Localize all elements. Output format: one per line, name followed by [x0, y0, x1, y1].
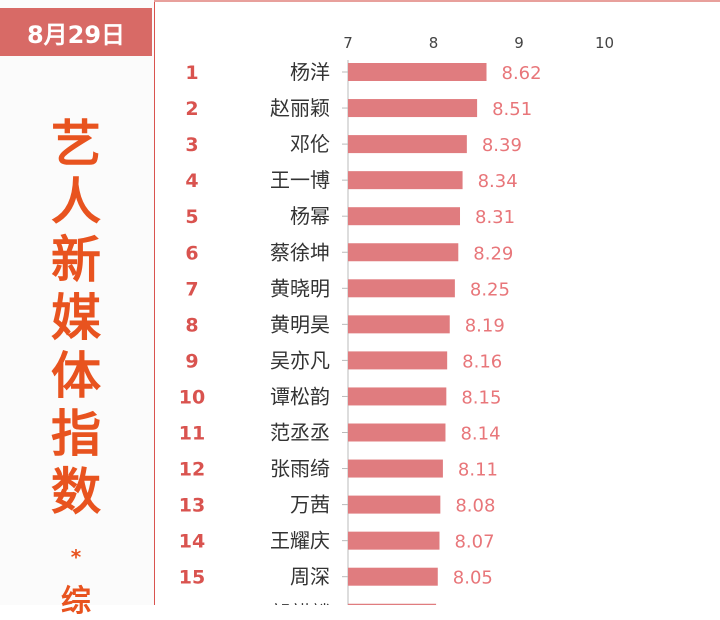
vertical-title: 艺 人 新 媒 体 指 数 [40, 115, 112, 521]
bar [348, 243, 459, 262]
title-char: 体 [51, 347, 101, 405]
rank-label: 13 [179, 495, 205, 517]
bar [348, 171, 463, 190]
bar [348, 567, 438, 586]
rank-label: 9 [185, 350, 198, 372]
left-panel: 8月29日 艺 人 新 媒 体 指 数 * 综 [0, 0, 155, 619]
bar [348, 279, 455, 298]
bar [348, 351, 448, 370]
category-label: 万茜 [290, 493, 330, 517]
x-tick-label: 8 [429, 34, 439, 52]
category-label: 谭松韵 [270, 384, 330, 408]
rank-label: 2 [185, 98, 198, 120]
category-label: 吴亦凡 [270, 348, 330, 372]
rank-label: 7 [185, 278, 198, 300]
category-label: 杨洋 [290, 60, 330, 84]
date-badge: 8月29日 [0, 8, 152, 56]
title-char: 新 [51, 231, 101, 289]
rank-label: 15 [179, 567, 205, 589]
value-label: 8.25 [470, 279, 510, 300]
category-label: 王耀庆 [270, 529, 330, 553]
value-label: 8.51 [492, 99, 532, 120]
value-label: 8.39 [482, 135, 522, 156]
title-char: 艺 [51, 115, 101, 173]
category-label: 黄晓明 [270, 276, 330, 300]
value-label: 8.03 [451, 604, 491, 605]
value-label: 8.11 [458, 460, 498, 481]
title-char: 数 [51, 463, 101, 521]
x-tick-label: 10 [595, 34, 614, 52]
x-tick-label: 9 [514, 34, 524, 52]
bar [348, 99, 478, 118]
value-label: 8.14 [460, 424, 500, 445]
bar [348, 459, 443, 478]
value-label: 8.05 [453, 568, 493, 589]
rank-label: 12 [179, 459, 205, 481]
subtitle-partial: 综 [61, 584, 91, 619]
value-label: 8.08 [455, 496, 495, 517]
title-char: 人 [51, 173, 101, 231]
bar [348, 63, 487, 81]
value-label: 8.31 [475, 207, 515, 228]
value-label: 8.15 [461, 387, 501, 408]
category-label: 周深 [290, 565, 330, 589]
category-label: 黄明昊 [270, 312, 330, 336]
category-label: 杨幂 [290, 204, 330, 228]
category-label: 邓伦 [290, 132, 330, 156]
category-label: 赵丽颖 [270, 96, 330, 120]
rank-label: 5 [185, 206, 198, 228]
value-label: 8.16 [462, 351, 502, 372]
rank-label: 10 [179, 386, 205, 408]
bar [348, 603, 437, 605]
rank-label: 6 [185, 242, 198, 264]
value-label: 8.07 [454, 532, 494, 553]
title-char: 媒 [51, 289, 101, 347]
rank-label: 4 [185, 170, 198, 192]
rank-label: 1 [185, 62, 198, 84]
bar [348, 315, 450, 334]
value-label: 8.62 [502, 63, 542, 84]
bar [348, 135, 467, 154]
top-divider [154, 0, 720, 2]
x-tick-label: 7 [343, 34, 353, 52]
category-label: 郭麒麟 [270, 601, 330, 605]
title-char: 指 [51, 405, 101, 463]
title-asterisk: * [70, 545, 82, 569]
bar [348, 207, 461, 226]
category-label: 蔡徐坤 [270, 240, 330, 264]
category-label: 王一博 [270, 168, 330, 192]
bar [348, 423, 446, 442]
category-label: 张雨绮 [270, 457, 330, 481]
rank-label: 16 [179, 603, 205, 605]
category-label: 范丞丞 [270, 421, 330, 445]
bar [348, 387, 447, 406]
value-label: 8.29 [473, 243, 513, 264]
rank-label: 14 [179, 531, 205, 553]
rank-label: 3 [185, 134, 198, 156]
value-label: 8.34 [478, 171, 518, 192]
bar-chart: 7 8 9 10 1 杨洋 8.62 2 赵丽颖 8.51 3 邓伦 8.39 4 王一博 8.34 5 杨幂 8.… [179, 34, 614, 605]
bar [348, 531, 440, 550]
bar [348, 495, 441, 514]
rank-label: 11 [179, 423, 205, 445]
value-label: 8.19 [465, 315, 505, 336]
rank-label: 8 [185, 314, 198, 336]
